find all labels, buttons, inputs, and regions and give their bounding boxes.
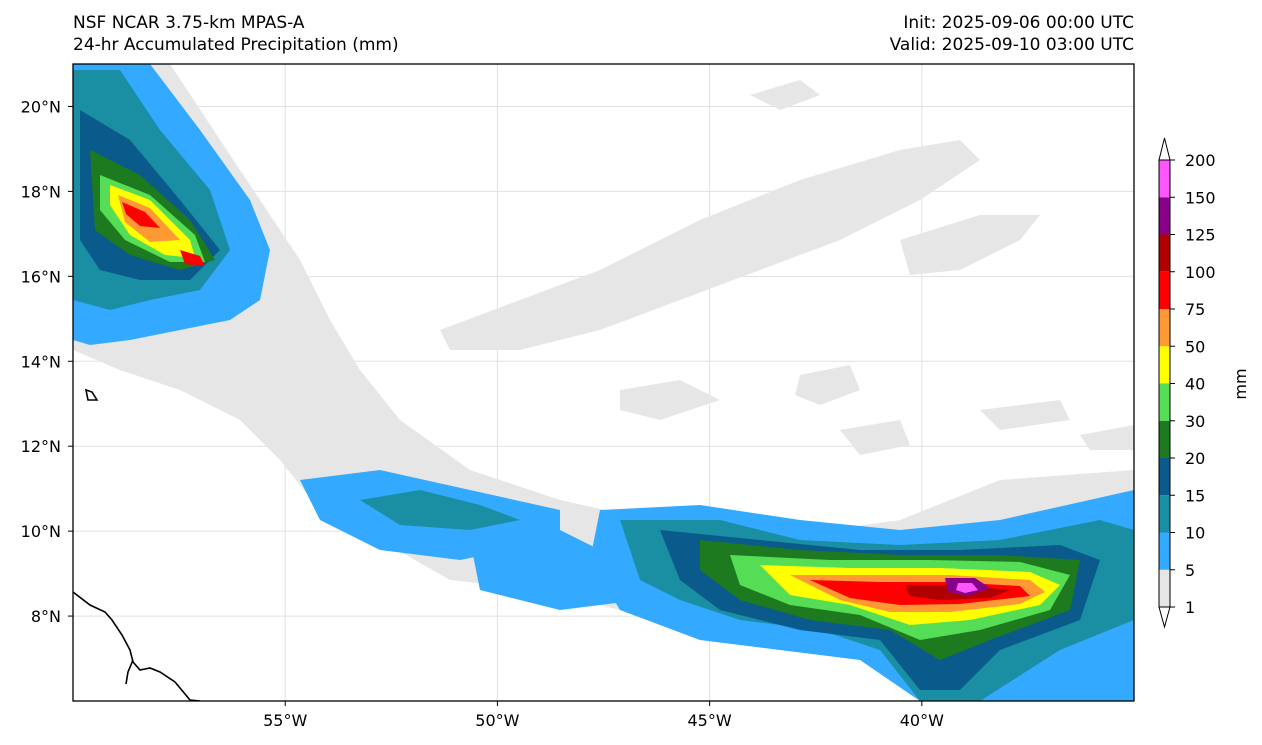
colorbar-tick-label: 15: [1185, 486, 1205, 505]
colorbar-tick-label: 75: [1185, 300, 1205, 319]
colorbar-tick-label: 125: [1185, 226, 1216, 245]
colorbar-segment: [1159, 197, 1170, 235]
latitude-axis: 20°N 18°N 16°N 14°N 12°N 10°N 8°N: [21, 97, 73, 626]
init-time: Init: 2025-09-06 00:00 UTC: [903, 13, 1134, 33]
map-frame: [72, 63, 1135, 702]
field-title: 24-hr Accumulated Precipitation (mm): [73, 35, 399, 55]
colorbar-tick-label: 150: [1185, 188, 1216, 207]
colorbar-segment: [1159, 420, 1170, 458]
colorbar-segment: [1159, 495, 1170, 533]
colorbar-tick-label: 100: [1185, 263, 1216, 282]
lat-tick-label: 20°N: [21, 97, 61, 116]
colorbar-tick-label: 50: [1185, 337, 1205, 356]
colorbar-segment: [1159, 458, 1170, 496]
lon-tick-label: 50°W: [475, 711, 519, 730]
colorbar-segment: [1159, 234, 1170, 272]
lon-tick-label: 45°W: [688, 711, 732, 730]
colorbar-tick-label: 200: [1185, 151, 1216, 170]
colorbar-tick-label: 20: [1185, 449, 1205, 468]
colorbar-tick-label: 40: [1185, 375, 1205, 394]
colorbar-tick-label: 10: [1185, 524, 1205, 543]
colorbar-segment: [1159, 346, 1170, 384]
title-left: NSF NCAR 3.75-km MPAS-A 24-hr Accumulate…: [73, 12, 399, 56]
lat-tick-label: 14°N: [21, 352, 61, 371]
colorbar-segment: [1159, 160, 1170, 198]
colorbar-segment: [1159, 271, 1170, 309]
lon-tick-label: 40°W: [900, 711, 944, 730]
colorbar-tick-label: 30: [1185, 412, 1205, 431]
map-plot-area: [73, 64, 1134, 701]
colorbar-unit-label: mm: [1231, 368, 1250, 399]
lat-tick-label: 18°N: [21, 182, 61, 201]
colorbar-segment: [1159, 532, 1170, 570]
coastline: [73, 388, 201, 701]
lat-tick-label: 8°N: [31, 607, 61, 626]
precip-150mm-areas: [956, 583, 978, 593]
colorbar-tick-label: 5: [1185, 561, 1195, 580]
lat-tick-label: 12°N: [21, 437, 61, 456]
lat-tick-label: 10°N: [21, 522, 61, 541]
colorbar-tick-label: 1: [1185, 598, 1195, 617]
colorbar-under-arrow: [1158, 606, 1171, 629]
longitude-axis: 55°W 50°W 45°W 40°W: [263, 701, 944, 730]
lon-tick-label: 55°W: [263, 711, 307, 730]
model-title: NSF NCAR 3.75-km MPAS-A: [73, 13, 305, 33]
lat-tick-label: 16°N: [21, 267, 61, 286]
colorbar-segment: [1159, 383, 1170, 421]
colorbar-segment: [1159, 569, 1170, 607]
colorbar-over-arrow: [1158, 137, 1171, 161]
valid-time: Valid: 2025-09-10 03:00 UTC: [889, 35, 1134, 55]
colorbar-segment: [1159, 309, 1170, 347]
title-right: Init: 2025-09-06 00:00 UTC Valid: 2025-0…: [890, 12, 1134, 56]
